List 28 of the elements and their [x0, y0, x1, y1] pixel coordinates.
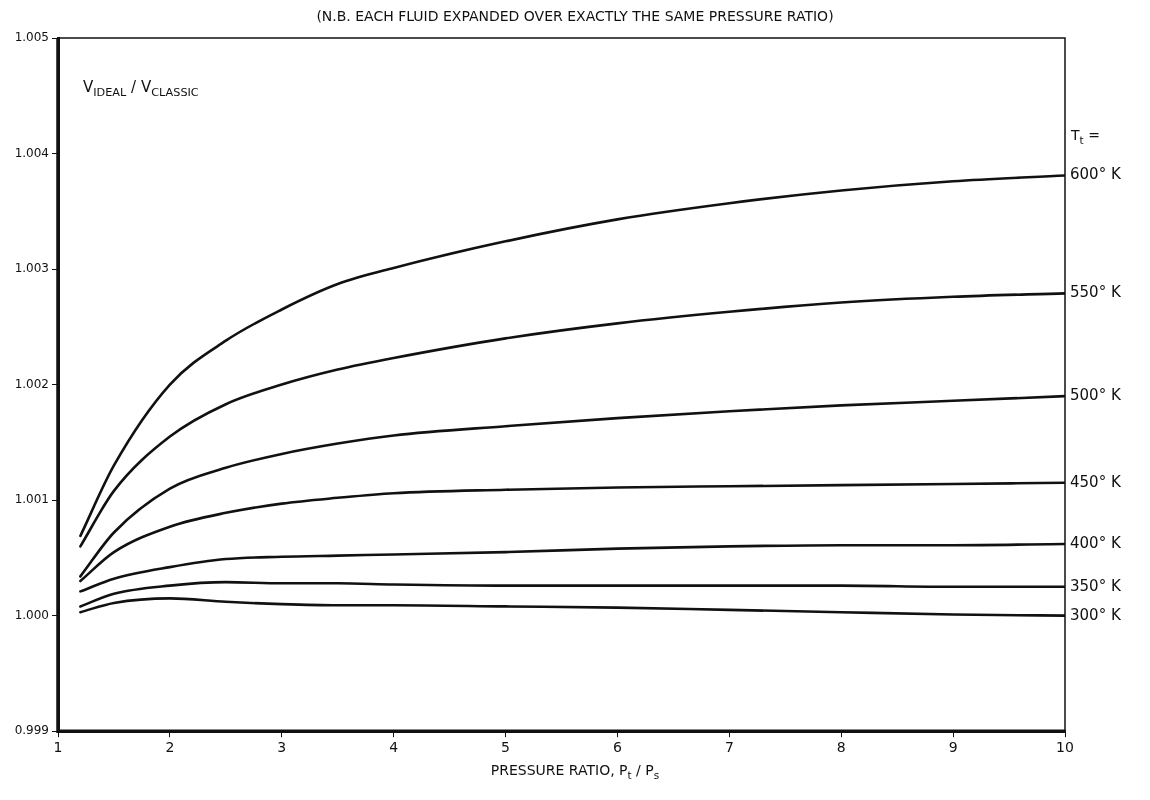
x-tick-label: 4 [389, 739, 399, 756]
series-label: 450° K [1070, 472, 1122, 491]
x-tick-label: 3 [277, 739, 287, 756]
x-tick-label: 8 [836, 739, 846, 756]
series-label: 600° K [1070, 165, 1122, 184]
x-axis-title: PRESSURE RATIO, P$_{t}$ / P$_{s}$ [489, 762, 661, 781]
y-tick-label: 1.001 [14, 492, 49, 507]
y-tick-label: 1.004 [14, 145, 49, 160]
y-tick-label: 0.999 [14, 723, 49, 738]
x-tick-label: 5 [501, 739, 511, 756]
chart-title: (N.B. EACH FLUID EXPANDED OVER EXACTLY THE SAME PRESSURE RATIO) [315, 8, 835, 24]
y-tick-label: 1.003 [14, 261, 49, 276]
legend-title: T$_{t}$ = [1071, 127, 1100, 147]
x-tick-label: 7 [724, 739, 734, 756]
y-axis-title: V$_{IDEAL}$ / V$_{CLASSIC}$ [83, 78, 199, 99]
series-label: 500° K [1070, 386, 1122, 405]
series-label: 350° K [1070, 576, 1122, 595]
x-tick-label: 1 [53, 739, 63, 756]
y-tick-label: 1.005 [14, 30, 49, 45]
series-label: 400° K [1070, 533, 1122, 552]
x-tick-label: 10 [1056, 739, 1074, 756]
y-tick-label: 1.002 [14, 376, 49, 391]
x-tick-label: 6 [612, 739, 622, 756]
series-label: 300° K [1070, 605, 1122, 624]
x-tick-label: 2 [165, 739, 175, 756]
y-tick-label: 1.000 [14, 607, 49, 622]
series-label: 550° K [1070, 283, 1122, 302]
x-tick-label: 9 [948, 739, 958, 756]
